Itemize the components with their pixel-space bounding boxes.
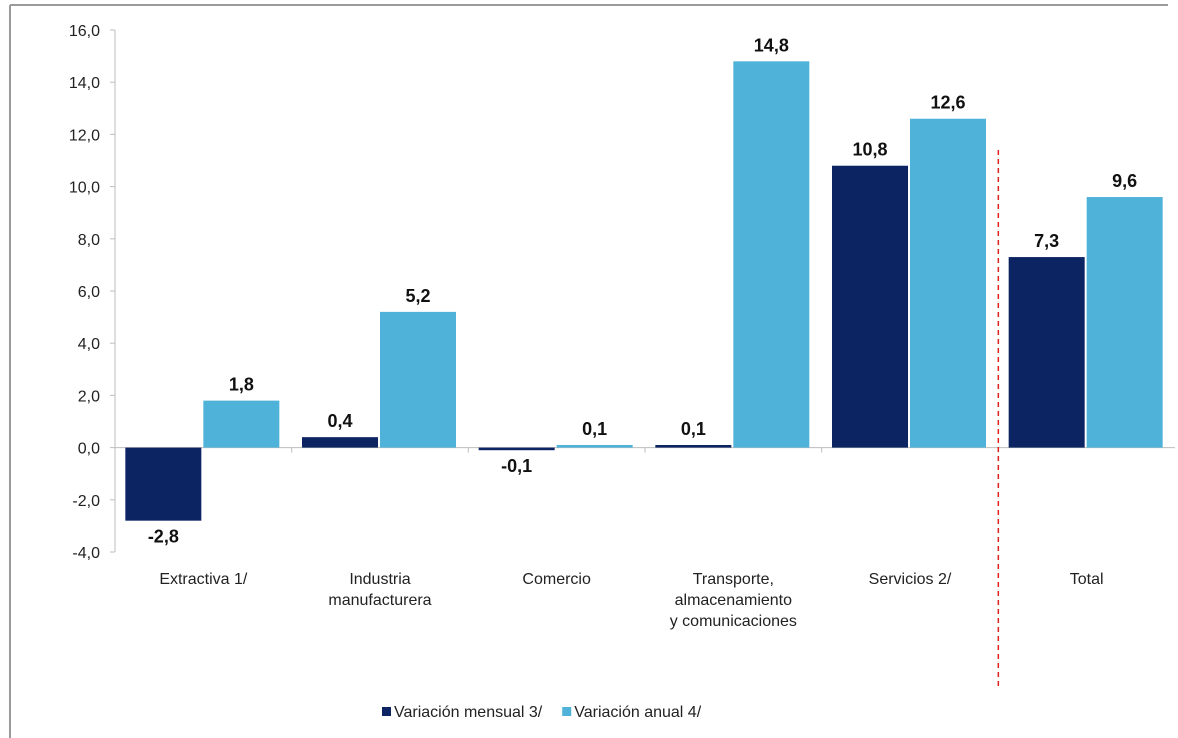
plot-area: 16,0 14,0 12,0 10,0 8,0 6,0 4,0 2,0 0,0 -2,0 -4,0 -…: [69, 23, 1175, 690]
bar-series-2: [380, 311, 456, 448]
bar-series-1: [1008, 257, 1085, 448]
bar-series-1: [832, 165, 908, 448]
legend-label: Variación anual 4/: [574, 704, 701, 721]
category-label: Industria: [349, 571, 410, 588]
y-tick-label: 4,0: [78, 336, 100, 353]
data-label: 0,4: [327, 411, 352, 431]
bar-series-2: [1086, 197, 1163, 448]
y-tick-label: 10,0: [69, 180, 100, 197]
y-tick-label: 0,0: [78, 441, 100, 458]
bar-series-1: [125, 447, 202, 521]
category-label: Transporte,: [693, 571, 774, 588]
category-label: y comunicaciones: [670, 613, 797, 630]
data-label: -0,1: [501, 456, 532, 476]
data-label: 14,8: [754, 35, 789, 55]
y-tick-label: 16,0: [69, 23, 100, 40]
bar-series-1: [302, 437, 378, 448]
category-label: almacenamiento: [675, 592, 793, 609]
data-label: -2,8: [148, 527, 179, 547]
category-label: Comercio: [522, 571, 591, 588]
category-label: manufacturera: [328, 592, 431, 609]
legend: Variación mensual 3/Variación anual 4/: [382, 704, 702, 721]
y-tick-label: 6,0: [78, 284, 100, 301]
data-label: 1,8: [229, 375, 254, 395]
bar-series-1: [655, 444, 732, 448]
category-label: Extractiva 1/: [159, 571, 248, 588]
category-label: Total: [1070, 571, 1104, 588]
y-tick-label: 2,0: [78, 388, 100, 405]
data-label: 10,8: [852, 140, 887, 160]
data-label: 7,3: [1034, 231, 1059, 251]
bar-series-1: [478, 447, 555, 451]
bar-series-2: [733, 61, 810, 448]
bar-series-2: [556, 444, 633, 448]
legend-swatch-series-1: [382, 707, 391, 716]
y-tick-label: -4,0: [72, 545, 100, 562]
y-tick-label: 12,0: [69, 127, 100, 144]
legend-label: Variación mensual 3/: [394, 704, 543, 721]
y-tick-label: 14,0: [69, 75, 100, 92]
data-label: 0,1: [582, 419, 607, 439]
legend-swatch-series-2: [562, 707, 572, 716]
y-tick-label: 8,0: [78, 232, 100, 249]
data-label: 12,6: [930, 93, 965, 113]
bar-series-2: [203, 400, 280, 448]
data-label: 5,2: [405, 286, 430, 306]
category-label: Servicios 2/: [869, 571, 952, 588]
data-label: 9,6: [1112, 171, 1137, 191]
data-label: 0,1: [681, 419, 706, 439]
y-tick-label: -2,0: [72, 493, 100, 510]
bar-series-2: [910, 118, 986, 448]
